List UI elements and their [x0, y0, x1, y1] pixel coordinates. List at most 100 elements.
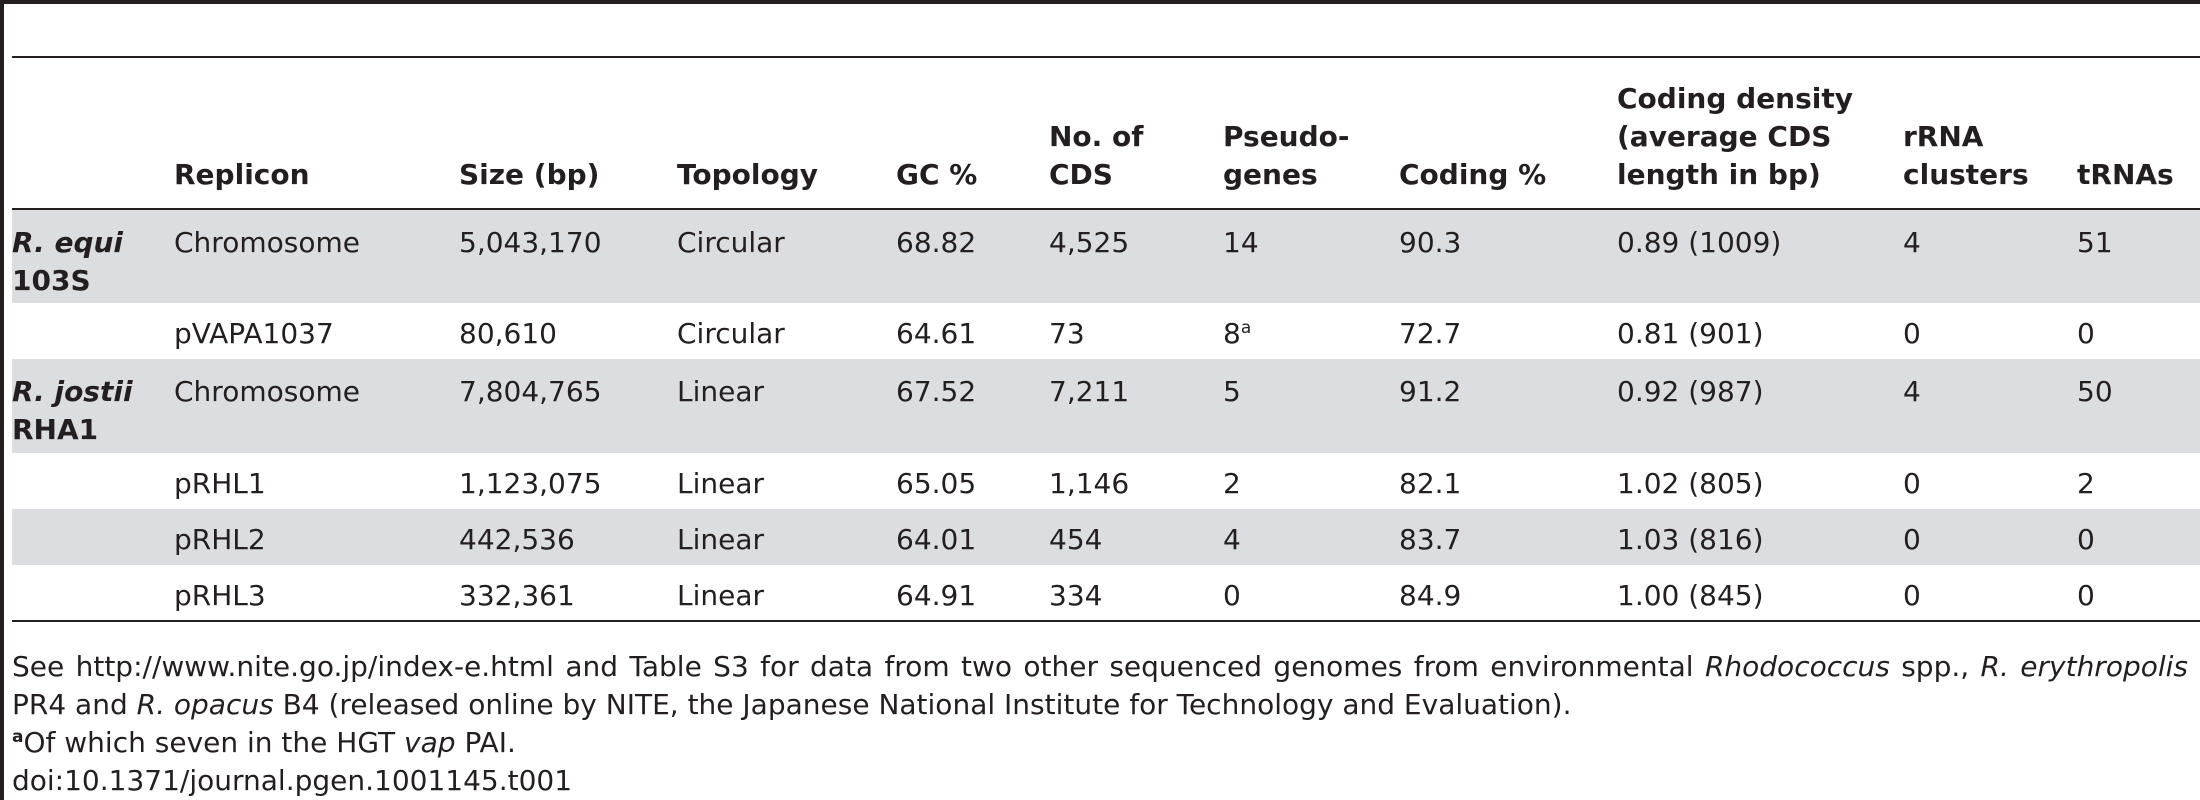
cell-coding-density: 0.81 (901): [1617, 303, 1903, 359]
cell-gc-value: 68.82: [896, 226, 977, 259]
top-border: [0, 0, 2200, 4]
note-text: B4 (released online by NITE, the Japanes…: [273, 688, 1572, 721]
cell-organism: R. jostii RHA1: [12, 359, 174, 453]
cell-pseudogenes: 8a: [1223, 303, 1399, 359]
cell-pseudogenes: 14: [1223, 209, 1399, 303]
cell-coding-density: 1.03 (816): [1617, 509, 1903, 565]
cell-trna-value: 50: [2077, 375, 2113, 408]
cell-trna: 50: [2077, 359, 2200, 453]
cell-gc-value: 64.61: [896, 317, 977, 350]
cell-pseudogenes: 5: [1223, 359, 1399, 453]
cell-coding: 90.3: [1399, 209, 1617, 303]
cell-pseudogenes: 4: [1223, 509, 1399, 565]
cell-coding: 72.7: [1399, 303, 1617, 359]
cell-replicon-value: pRHL3: [174, 579, 266, 612]
table-row: pRHL1 1,123,075 Linear 65.05 1,146 2 82.1 1.02 …: [12, 453, 2200, 509]
cell-trna: 2: [2077, 453, 2200, 509]
cell-size: 442,536: [459, 509, 677, 565]
cell-size-value: 332,361: [459, 579, 575, 612]
table-note: See http://www.nite.go.jp/index-e.html a…: [12, 648, 2188, 724]
table-row: R. equi 103S Chromosome 5,043,170 Circular 68…: [12, 209, 2200, 303]
cell-coding-density-value: 0.89 (1009): [1617, 226, 1782, 259]
cell-cds-value: 1,146: [1049, 467, 1130, 500]
cell-size: 5,043,170: [459, 209, 677, 303]
cell-coding-value: 84.9: [1399, 579, 1462, 612]
cell-size-value: 80,610: [459, 317, 557, 350]
organism-name: R. equi: [12, 226, 124, 259]
cell-rrna-value: 0: [1903, 579, 1921, 612]
cell-gc: 64.01: [896, 509, 1049, 565]
cell-gc: 67.52: [896, 359, 1049, 453]
header-gc: GC %: [896, 158, 978, 191]
organism-strain: 103S: [12, 264, 91, 297]
footnote-a-text: Of which seven in the HGT: [23, 726, 405, 759]
cell-replicon: Chromosome: [174, 359, 459, 453]
cell-size-value: 1,123,075: [459, 467, 602, 500]
cell-organism: [12, 565, 174, 622]
cell-trna: 0: [2077, 565, 2200, 622]
table-footnotes: See http://www.nite.go.jp/index-e.html a…: [12, 648, 2188, 800]
cell-rrna: 4: [1903, 209, 2077, 303]
note-text: spp.,: [1889, 650, 1981, 683]
cell-size: 80,610: [459, 303, 677, 359]
header-row: Replicon Size (bp) Topology GC % No. of …: [12, 57, 2200, 209]
header-replicon: Replicon: [174, 158, 310, 191]
cell-topology-value: Linear: [677, 375, 765, 408]
cell-rrna-value: 4: [1903, 226, 1921, 259]
genome-features-table: Replicon Size (bp) Topology GC % No. of …: [12, 56, 2200, 622]
cell-pseudogenes: 0: [1223, 565, 1399, 622]
cell-coding-density-value: 1.03 (816): [1617, 523, 1764, 556]
cell-replicon-value: Chromosome: [174, 226, 360, 259]
cell-size: 332,361: [459, 565, 677, 622]
cell-pseudogenes-value: 5: [1223, 375, 1241, 408]
cell-pseudogenes-value: 4: [1223, 523, 1241, 556]
cell-replicon-value: Chromosome: [174, 375, 360, 408]
cell-coding-density: 0.92 (987): [1617, 359, 1903, 453]
cell-trna-value: 0: [2077, 579, 2095, 612]
cell-cds: 4,525: [1049, 209, 1223, 303]
cell-gc-value: 65.05: [896, 467, 977, 500]
cell-coding-density-value: 0.81 (901): [1617, 317, 1764, 350]
cell-coding: 82.1: [1399, 453, 1617, 509]
cell-cds: 454: [1049, 509, 1223, 565]
cell-coding-value: 83.7: [1399, 523, 1462, 556]
cell-topology: Linear: [677, 565, 896, 622]
header-coding-density: Coding density (average CDS length in bp…: [1617, 82, 1854, 191]
cell-rrna-value: 0: [1903, 467, 1921, 500]
cell-trna: 0: [2077, 509, 2200, 565]
footnote-marker: a: [1240, 318, 1252, 338]
cell-cds: 73: [1049, 303, 1223, 359]
cell-coding-density: 0.89 (1009): [1617, 209, 1903, 303]
cell-trna: 51: [2077, 209, 2200, 303]
cell-pseudogenes-value: 2: [1223, 467, 1241, 500]
cell-coding-density-value: 1.02 (805): [1617, 467, 1764, 500]
footnote-a-gene: vap: [404, 726, 456, 759]
cell-trna-value: 2: [2077, 467, 2095, 500]
cell-replicon: pRHL3: [174, 565, 459, 622]
table-row: pRHL3 332,361 Linear 64.91 334 0 84.9 1.00 (845…: [12, 565, 2200, 622]
footnote-a: aOf which seven in the HGT vap PAI.: [12, 724, 2188, 762]
table-row: pVAPA1037 80,610 Circular 64.61 73 8a 72.7 0.81…: [12, 303, 2200, 359]
cell-rrna-value: 0: [1903, 523, 1921, 556]
table-row: R. jostii RHA1 Chromosome 7,804,765 Linear 67…: [12, 359, 2200, 453]
cell-cds-value: 454: [1049, 523, 1103, 556]
cell-gc-value: 67.52: [896, 375, 977, 408]
cell-gc: 68.82: [896, 209, 1049, 303]
cell-coding: 84.9: [1399, 565, 1617, 622]
cell-coding-value: 82.1: [1399, 467, 1462, 500]
cell-pseudogenes-value: 8: [1223, 317, 1241, 350]
header-cds: No. of CDS: [1049, 120, 1144, 191]
cell-cds-value: 4,525: [1049, 226, 1130, 259]
cell-coding: 91.2: [1399, 359, 1617, 453]
cell-rrna: 0: [1903, 509, 2077, 565]
cell-size: 7,804,765: [459, 359, 677, 453]
cell-cds-value: 73: [1049, 317, 1085, 350]
footnote-a-marker: a: [12, 727, 24, 747]
cell-rrna-value: 4: [1903, 375, 1921, 408]
cell-rrna: 0: [1903, 565, 2077, 622]
cell-gc: 65.05: [896, 453, 1049, 509]
cell-coding-value: 72.7: [1399, 317, 1462, 350]
cell-replicon: pRHL1: [174, 453, 459, 509]
cell-size-value: 7,804,765: [459, 375, 602, 408]
cell-cds: 7,211: [1049, 359, 1223, 453]
